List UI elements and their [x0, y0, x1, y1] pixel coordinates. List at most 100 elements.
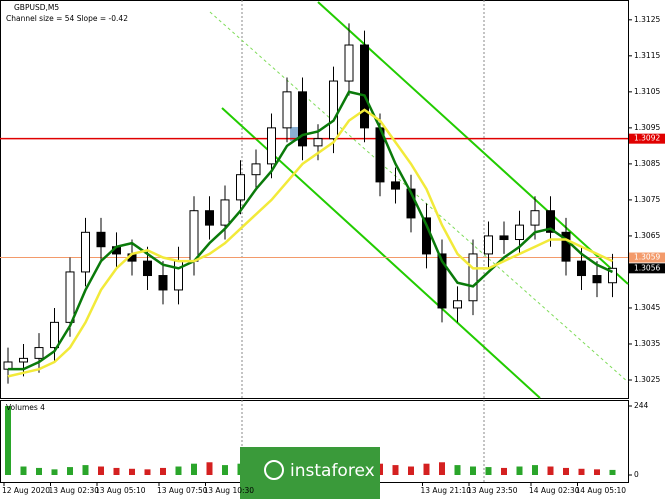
- x-tick-label: 14 Aug 02:30: [529, 486, 580, 495]
- candle-body: [577, 260, 586, 277]
- level-box: [629, 133, 665, 144]
- candle: [81, 217, 90, 287]
- candle-body: [546, 210, 555, 233]
- candle: [391, 167, 400, 204]
- volume-bar: [563, 467, 569, 475]
- candle-body: [515, 224, 524, 241]
- candle: [236, 160, 245, 215]
- candle-body: [236, 174, 245, 201]
- candle: [592, 261, 602, 298]
- candle-body: [313, 138, 323, 147]
- y-tick-label: 1.3045: [634, 303, 660, 312]
- volume-bar: [485, 467, 492, 475]
- volume-bar: [423, 463, 430, 475]
- candle-body: [205, 210, 214, 226]
- moving-average: [7, 108, 614, 378]
- candle: [34, 333, 44, 373]
- y-tick-label: 1.3035: [634, 339, 660, 348]
- candle-body: [282, 91, 292, 129]
- candle: [499, 221, 509, 254]
- level-box: [629, 252, 665, 263]
- volume-tick-label: 244: [634, 401, 649, 410]
- x-tick-label: 13 Aug 21:10: [421, 486, 472, 495]
- candle-body: [143, 260, 152, 277]
- y-tick-label: 1.3115: [634, 51, 660, 60]
- candle: [267, 113, 276, 179]
- volume-bar: [470, 466, 476, 475]
- candle: [205, 196, 214, 240]
- candle: [50, 307, 59, 362]
- volume-bar: [609, 469, 616, 475]
- candle-body: [50, 321, 59, 349]
- candle-body: [391, 181, 400, 190]
- candle: [19, 343, 28, 377]
- candle-body: [360, 44, 369, 129]
- y-tick-label: 1.3075: [634, 195, 660, 204]
- level-label: 1.3059: [634, 253, 660, 262]
- candle: [344, 23, 354, 96]
- chart-subtitle: Channel size = 54 Slope = -0.42: [6, 14, 128, 23]
- candle: [484, 221, 493, 269]
- watermark-bg: [240, 447, 380, 499]
- volume-bar: [392, 465, 399, 475]
- x-tick-label: 13 Aug 07:50: [157, 486, 208, 495]
- volume-bar: [547, 466, 554, 475]
- volume-bar: [501, 467, 507, 475]
- volume-bar: [129, 468, 135, 475]
- channel-upper: [317, 1, 629, 285]
- candle-body: [174, 260, 183, 291]
- candle-body: [298, 91, 307, 147]
- candle: [437, 239, 447, 323]
- watermark-box: instaforex: [240, 447, 380, 499]
- candle: [360, 30, 369, 143]
- volume-bar: [516, 466, 523, 475]
- volume-bar: [67, 467, 73, 475]
- volume-bar: [144, 469, 151, 475]
- candle-body: [344, 44, 354, 82]
- volume-bar: [594, 469, 600, 475]
- candle-body: [96, 231, 106, 248]
- volume-bar: [20, 466, 27, 475]
- volume-bar: [51, 469, 58, 475]
- candle-body: [220, 199, 230, 226]
- volume-title: Volumes 4: [6, 403, 45, 412]
- x-tick-label: 13 Aug 10:30: [204, 486, 255, 495]
- volume-bar: [532, 465, 538, 475]
- volume-bar: [222, 465, 228, 475]
- volume-bar: [5, 406, 11, 475]
- candle-body: [158, 275, 168, 291]
- candle: [329, 66, 338, 154]
- volume-bar: [408, 466, 414, 475]
- candle-body: [267, 127, 276, 165]
- candle-body: [34, 347, 44, 359]
- candle: [282, 77, 292, 143]
- watermark: instaforex: [290, 461, 375, 481]
- volume-bar: [160, 467, 166, 475]
- candle: [158, 261, 168, 305]
- candle-body: [437, 253, 447, 309]
- candle-body: [251, 163, 261, 176]
- x-tick-label: 12 Aug 2020: [2, 486, 50, 495]
- candle-body: [608, 267, 617, 284]
- candle: [251, 149, 261, 190]
- y-tick-label: 1.3095: [634, 123, 660, 132]
- candle-body: [484, 235, 493, 255]
- candle-body: [561, 231, 571, 262]
- x-tick-label: 13 Aug 02:30: [49, 486, 100, 495]
- candle: [468, 239, 478, 316]
- volume-bar: [175, 466, 182, 475]
- chart-title: GBPUSD,M5: [14, 3, 59, 12]
- candle: [220, 185, 230, 240]
- y-tick-label: 1.3025: [634, 375, 660, 384]
- y-tick-label: 1.3105: [634, 87, 660, 96]
- level-label: 1.3092: [634, 134, 660, 143]
- volume-bar: [98, 466, 104, 475]
- candle-body: [499, 235, 509, 241]
- volume-bar: [206, 462, 213, 475]
- candle-body: [329, 80, 338, 140]
- volume-bar: [191, 463, 197, 475]
- last-price-label: 1.3056: [634, 263, 660, 272]
- last-price-box: [629, 263, 665, 274]
- candle-body: [530, 210, 540, 226]
